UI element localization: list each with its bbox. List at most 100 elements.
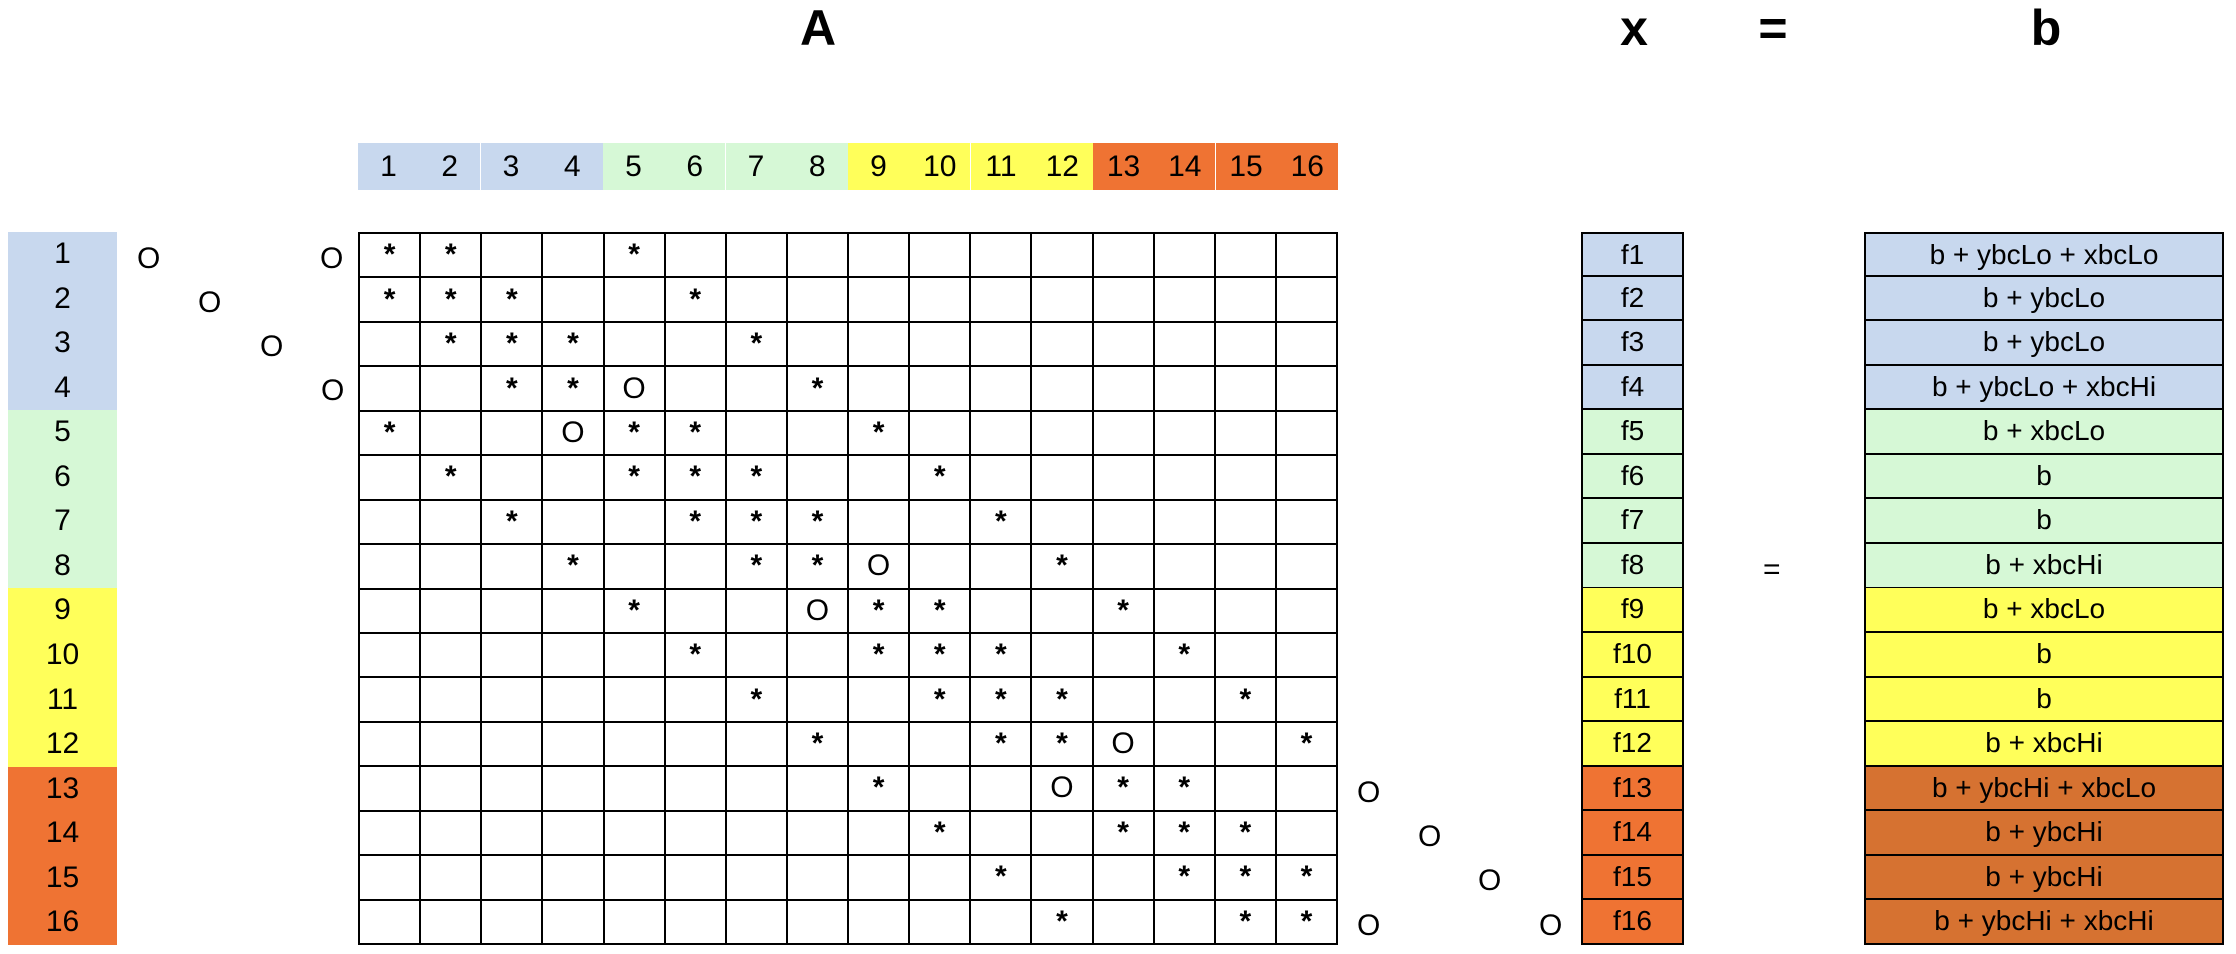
matrix-cell: * — [1091, 587, 1155, 634]
matrix-cell — [1030, 498, 1094, 546]
matrix-cell — [480, 765, 544, 812]
x-cell: f6 — [1581, 454, 1684, 500]
matrix-cell — [663, 231, 727, 279]
b-cell: b — [1864, 633, 2224, 678]
matrix-cell — [1030, 854, 1094, 901]
x-cell: f4 — [1581, 365, 1684, 411]
matrix-cell: * — [663, 409, 727, 457]
b-cell: b — [1864, 499, 2224, 544]
boundary-o-right: O — [1357, 909, 1381, 942]
matrix-cell: * — [480, 320, 544, 368]
matrix-cell: * — [724, 454, 788, 501]
matrix-cell: O — [1030, 765, 1094, 812]
matrix-cell — [541, 676, 605, 723]
matrix-cell — [1152, 543, 1216, 590]
column-header: 10 — [909, 143, 971, 190]
matrix-cell — [663, 720, 727, 768]
matrix-cell — [1030, 409, 1094, 457]
matrix-cell — [724, 720, 788, 768]
matrix-cell: * — [1274, 720, 1339, 768]
matrix-cell — [419, 543, 483, 590]
matrix-cell: * — [785, 720, 850, 768]
matrix-cell — [1274, 231, 1339, 279]
matrix-cell: * — [480, 498, 544, 546]
matrix-cell — [1274, 454, 1339, 501]
matrix-cell — [1213, 587, 1277, 634]
row-header: 5 — [8, 410, 117, 455]
matrix-cell — [969, 809, 1033, 857]
matrix-cell — [969, 409, 1033, 457]
x-cell: f9 — [1581, 588, 1684, 634]
matrix-cell — [1091, 898, 1155, 946]
matrix-cell: * — [480, 365, 544, 412]
column-header: 16 — [1276, 143, 1338, 190]
matrix-a: * * * * * * * * * * * * * O * * O * * * * * * * * * * * * * * * * O * * O * * *… — [357, 231, 1339, 946]
matrix-cell — [1152, 587, 1216, 634]
matrix-cell: O — [541, 409, 605, 457]
matrix-cell — [1213, 720, 1277, 768]
matrix-row: * O * * — [357, 765, 1339, 812]
matrix-cell — [663, 898, 727, 946]
matrix-cell — [357, 365, 422, 412]
matrix-cell: * — [1030, 543, 1094, 590]
matrix-cell: * — [846, 409, 911, 457]
matrix-cell — [602, 854, 666, 901]
matrix-cell: * — [969, 498, 1033, 546]
row-header: 15 — [8, 855, 117, 901]
matrix-cell — [969, 231, 1033, 279]
matrix-cell — [419, 676, 483, 723]
matrix-cell: * — [1030, 676, 1094, 723]
matrix-cell — [724, 231, 788, 279]
matrix-cell — [419, 409, 483, 457]
matrix-cell — [419, 898, 483, 946]
column-header: 5 — [603, 143, 664, 190]
matrix-cell: * — [602, 587, 666, 634]
matrix-cell — [602, 276, 666, 323]
matrix-cell — [1274, 498, 1339, 546]
matrix-cell — [480, 898, 544, 946]
boundary-o-right: O — [1418, 820, 1442, 853]
matrix-cell — [357, 898, 422, 946]
matrix-cell — [663, 676, 727, 723]
matrix-cell — [1091, 631, 1155, 679]
matrix-cell — [602, 898, 666, 946]
matrix-cell — [419, 631, 483, 679]
matrix-cell — [969, 765, 1033, 812]
matrix-cell: * — [846, 631, 911, 679]
row-header: 1 — [8, 232, 117, 277]
matrix-cell — [969, 365, 1033, 412]
matrix-cell — [663, 320, 727, 368]
matrix-cell — [1213, 631, 1277, 679]
matrix-cell — [724, 587, 788, 634]
matrix-cell: * — [969, 676, 1033, 723]
matrix-cell — [1274, 365, 1339, 412]
matrix-cell — [969, 898, 1033, 946]
row-header: 2 — [8, 276, 117, 322]
matrix-cell — [1030, 809, 1094, 857]
matrix-cell — [357, 543, 422, 590]
matrix-cell — [1091, 365, 1155, 412]
matrix-cell — [1213, 498, 1277, 546]
matrix-cell: * — [724, 543, 788, 590]
matrix-cell: * — [846, 587, 911, 634]
matrix-cell — [480, 676, 544, 723]
matrix-cell — [663, 365, 727, 412]
matrix-cell: * — [480, 276, 544, 323]
matrix-cell: * — [541, 365, 605, 412]
matrix-cell — [724, 809, 788, 857]
matrix-cell: * — [663, 454, 727, 501]
row-header: 4 — [8, 365, 117, 411]
x-cell: f7 — [1581, 499, 1684, 544]
matrix-cell — [969, 320, 1033, 368]
matrix-cell — [1091, 231, 1155, 279]
matrix-cell — [1091, 320, 1155, 368]
matrix-cell — [480, 631, 544, 679]
b-cell: b + ybcLo + xbcLo — [1864, 232, 2224, 277]
row-header: 6 — [8, 454, 117, 500]
matrix-cell — [357, 498, 422, 546]
matrix-cell — [785, 854, 850, 901]
matrix-row: * * * — [357, 898, 1339, 946]
matrix-cell — [541, 498, 605, 546]
matrix-cell — [1274, 765, 1339, 812]
matrix-cell: * — [1213, 898, 1277, 946]
